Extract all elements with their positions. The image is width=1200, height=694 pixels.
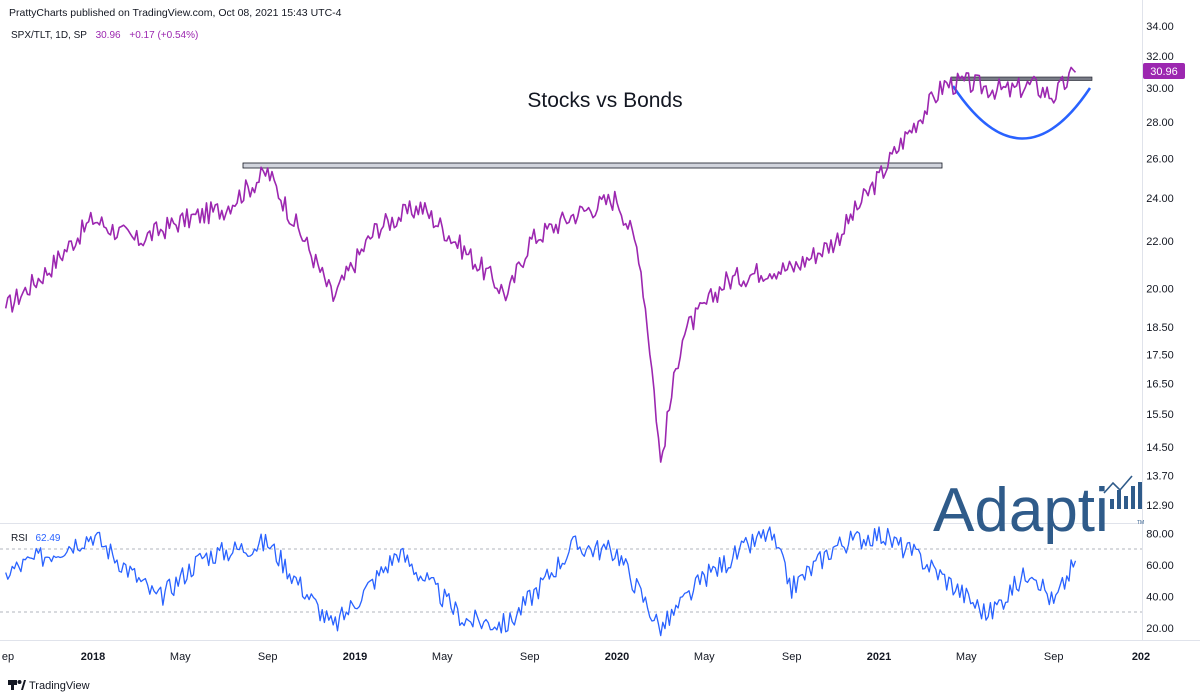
price-axis-tick: 24.00 <box>1146 193 1174 205</box>
watermark-tm: TM <box>1137 520 1144 526</box>
resistance-level-long[interactable] <box>242 162 943 169</box>
time-axis-label: Sep <box>258 651 278 663</box>
time-axis-label: Sep <box>520 651 540 663</box>
time-axis-label: May <box>432 651 453 663</box>
price-axis[interactable]: 34.00 32.00 30.00 28.00 26.00 24.00 22.00 20.00… <box>1146 21 1174 512</box>
price-axis-tick: 22.00 <box>1146 236 1174 248</box>
tradingview-logo-icon[interactable] <box>8 680 26 690</box>
rsi-legend[interactable]: RSI 62.49 <box>11 533 61 544</box>
price-axis-tick: 26.00 <box>1146 154 1174 166</box>
time-axis-label: 2018 <box>81 651 105 663</box>
price-axis-tick: 20.00 <box>1146 283 1174 295</box>
time-axis-label: 2021 <box>867 651 891 663</box>
time-axis-label: Sep <box>1044 651 1064 663</box>
cup-arc[interactable] <box>951 85 1092 140</box>
resistance-level-recent[interactable] <box>950 76 1093 81</box>
time-axis[interactable]: ep 2018 May Sep 2019 May Sep 2020 May Sep 2021 May S… <box>2 651 1150 663</box>
legend-last-value: 30.96 <box>96 30 121 41</box>
last-price-box <box>1143 63 1185 79</box>
price-line[interactable] <box>4 66 1077 463</box>
watermark-bars-icon <box>1103 475 1142 509</box>
legend-change: +0.17 (+0.54%) <box>129 30 198 41</box>
price-axis-tick: 18.50 <box>1146 322 1174 334</box>
last-price-label: 30.96 <box>1150 66 1178 78</box>
rsi-axis-tick: 60.00 <box>1146 560 1174 572</box>
price-axis-tick: 17.50 <box>1146 349 1174 361</box>
time-axis-label: May <box>170 651 191 663</box>
time-axis-label: May <box>694 651 715 663</box>
watermark-logo-text: Adapti <box>933 476 1109 545</box>
time-axis-label: May <box>956 651 977 663</box>
price-axis-tick: 12.90 <box>1146 500 1174 512</box>
rsi-legend-label: RSI <box>11 533 28 544</box>
price-axis-tick: 32.00 <box>1146 51 1174 63</box>
time-axis-label: ep <box>2 651 14 663</box>
price-axis-tick: 13.70 <box>1146 470 1174 482</box>
rsi-axis[interactable]: 80.00 60.00 40.00 20.00 <box>1146 528 1174 635</box>
price-axis-tick: 30.00 <box>1146 83 1174 95</box>
time-axis-label: 202 <box>1132 651 1150 663</box>
rsi-legend-value: 62.49 <box>35 533 60 544</box>
time-axis-label: Sep <box>782 651 802 663</box>
price-axis-tick: 16.50 <box>1146 378 1174 390</box>
rsi-axis-tick: 40.00 <box>1146 591 1174 603</box>
annotation-title[interactable]: Stocks vs Bonds <box>527 89 682 112</box>
rsi-axis-tick: 20.00 <box>1146 623 1174 635</box>
time-axis-label: 2020 <box>605 651 629 663</box>
price-axis-tick: 14.50 <box>1146 442 1174 454</box>
rsi-line[interactable] <box>5 526 1077 637</box>
price-axis-tick: 15.50 <box>1146 409 1174 421</box>
legend-symbol: SPX/TLT, 1D, SP <box>11 30 87 41</box>
published-line: PrattyCharts published on TradingView.co… <box>9 7 342 19</box>
footer-brand[interactable]: TradingView <box>29 680 90 692</box>
time-axis-label: 2019 <box>343 651 367 663</box>
price-axis-tick: 34.00 <box>1146 21 1174 33</box>
legend[interactable]: SPX/TLT, 1D, SP 30.96 +0.17 (+0.54%) <box>11 30 198 41</box>
rsi-axis-tick: 80.00 <box>1146 528 1174 540</box>
price-axis-tick: 28.00 <box>1146 117 1174 129</box>
